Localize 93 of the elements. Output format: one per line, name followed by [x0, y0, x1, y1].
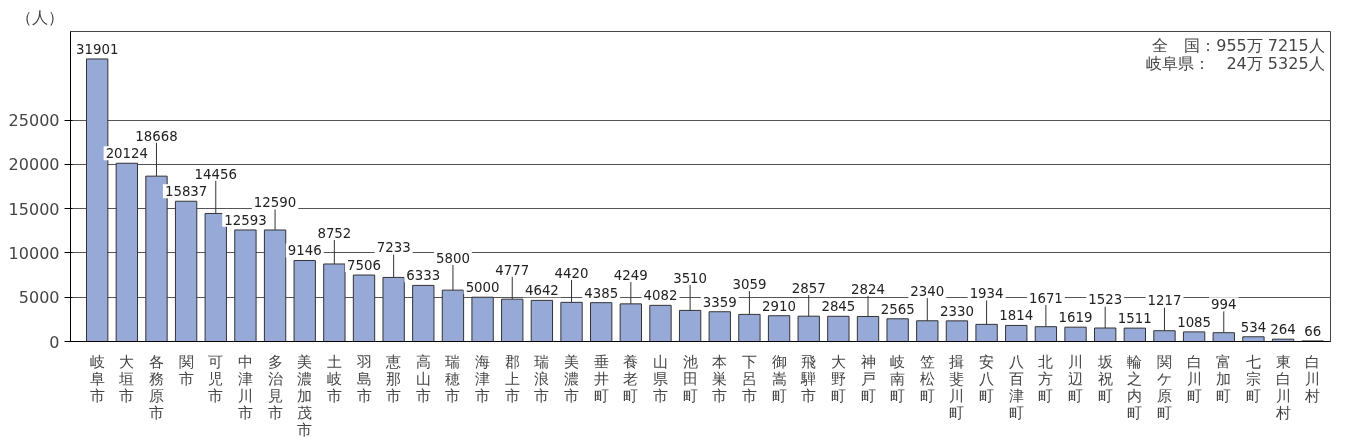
data-label: 4082	[643, 288, 678, 304]
x-tick-label: 八百津町	[1008, 352, 1024, 421]
x-tick-label: 恵那市	[385, 352, 402, 404]
x-tick-label: 川辺町	[1068, 352, 1084, 404]
data-label: 3059	[732, 277, 767, 293]
x-tick-label: 山県市	[652, 352, 668, 404]
data-label: 1814	[999, 308, 1034, 324]
data-label: 15837	[164, 184, 208, 200]
data-label: 2857	[791, 281, 826, 297]
y-tick-label: 20000	[8, 155, 60, 175]
x-tick-label: 大野町	[830, 352, 846, 404]
x-tick-label: 関ケ原町	[1156, 352, 1172, 421]
x-tick-label: 岐阜市	[89, 352, 105, 404]
data-label: 534	[1240, 319, 1267, 335]
x-tick-label: 可児市	[208, 352, 224, 404]
data-label: 4385	[584, 285, 619, 301]
x-tick-label: 東白川村	[1274, 352, 1291, 421]
data-label: 12590	[253, 195, 297, 211]
x-tick-label: 瑞浪市	[534, 352, 550, 404]
data-label: 2330	[939, 303, 974, 319]
x-tick-label: 養老町	[623, 352, 639, 404]
data-label: 994	[1211, 297, 1237, 313]
x-tick-label: 白川町	[1186, 352, 1202, 404]
data-label: 5800	[435, 250, 470, 266]
x-tick-label: 海津市	[475, 352, 491, 404]
data-label: 8752	[317, 225, 352, 241]
data-label: 1671	[1028, 290, 1063, 306]
data-label: 66	[1304, 323, 1322, 339]
data-label: 5000	[465, 280, 500, 296]
x-tick-label: 笠松町	[919, 352, 935, 404]
x-tick-label: 神戸町	[860, 352, 876, 404]
x-tick-label: 多治見市	[267, 352, 283, 421]
data-label: 1934	[969, 286, 1004, 302]
data-label: 2845	[821, 299, 856, 315]
x-tick-label: 揖斐川町	[949, 352, 965, 421]
x-tick-label: 本巣市	[712, 352, 728, 404]
y-axis-title: （人）	[15, 7, 64, 27]
x-tick-label: 土岐市	[326, 352, 342, 404]
annotation: 全 国：955万 7215人	[1152, 35, 1325, 55]
x-tick-label: 岐南町	[890, 352, 906, 404]
annotation: 岐阜県： 24万 5325人	[1146, 53, 1325, 73]
y-tick-label: 25000	[8, 111, 60, 131]
x-tick-label: 羽島市	[355, 352, 372, 404]
y-tick-label: 15000	[8, 199, 60, 219]
x-tick-label: 中津川市	[237, 352, 253, 421]
data-label: 9146	[287, 243, 322, 259]
x-tick-label: 各務原市	[148, 352, 164, 421]
x-tick-label: 白川村	[1304, 352, 1321, 404]
x-tick-label: 関市	[178, 352, 194, 387]
data-label: 14456	[194, 166, 237, 182]
y-tick-label: 5000	[18, 288, 60, 308]
data-label: 3510	[673, 270, 708, 286]
data-label: 4777	[495, 262, 530, 278]
x-tick-label: 安八町	[979, 352, 995, 404]
data-label: 1511	[1117, 311, 1152, 327]
x-tick-label: 瑞穂市	[445, 352, 461, 404]
data-label: 1619	[1058, 310, 1093, 326]
x-tick-label: 北方町	[1038, 352, 1054, 404]
data-label: 1523	[1088, 292, 1123, 308]
data-label: 6333	[406, 268, 441, 284]
data-label: 3359	[702, 294, 737, 310]
x-tick-label: 輪之内町	[1127, 352, 1143, 421]
x-tick-label: 飛騨市	[800, 352, 817, 404]
data-label: 2565	[880, 301, 915, 317]
data-label: 7233	[376, 240, 411, 256]
data-label: 1085	[1177, 314, 1212, 330]
x-tick-label: 垂井町	[593, 352, 609, 404]
x-tick-label: 下呂市	[741, 352, 757, 404]
data-label: 4249	[613, 267, 648, 283]
x-tick-label: 坂祝町	[1096, 352, 1113, 404]
data-label: 2824	[851, 281, 885, 297]
x-tick-label: 郡上市	[504, 352, 520, 404]
x-tick-label: 大垣市	[118, 352, 135, 404]
data-label: 4420	[554, 265, 589, 281]
data-label: 12593	[224, 212, 267, 228]
x-tick-label: 美濃市	[564, 352, 580, 404]
x-tick-label: 御嵩町	[771, 352, 787, 404]
x-tick-label: 富加町	[1216, 352, 1232, 404]
data-label: 2340	[910, 284, 945, 300]
x-tick-label: 高山市	[415, 352, 431, 404]
y-tick-label: 0	[49, 332, 60, 352]
data-label: 31901	[75, 41, 119, 57]
data-label: 2910	[762, 298, 797, 314]
data-label: 264	[1270, 322, 1296, 338]
data-label: 20124	[105, 146, 149, 162]
y-tick-label: 10000	[8, 243, 60, 263]
data-label: 1217	[1147, 293, 1182, 309]
data-label: 18668	[135, 128, 178, 144]
data-label: 4642	[524, 283, 559, 299]
data-label: 7506	[347, 257, 381, 273]
x-tick-label: 七宗町	[1245, 352, 1261, 404]
x-tick-label: 美濃加茂市	[297, 352, 313, 438]
x-tick-label: 池田町	[682, 352, 698, 404]
